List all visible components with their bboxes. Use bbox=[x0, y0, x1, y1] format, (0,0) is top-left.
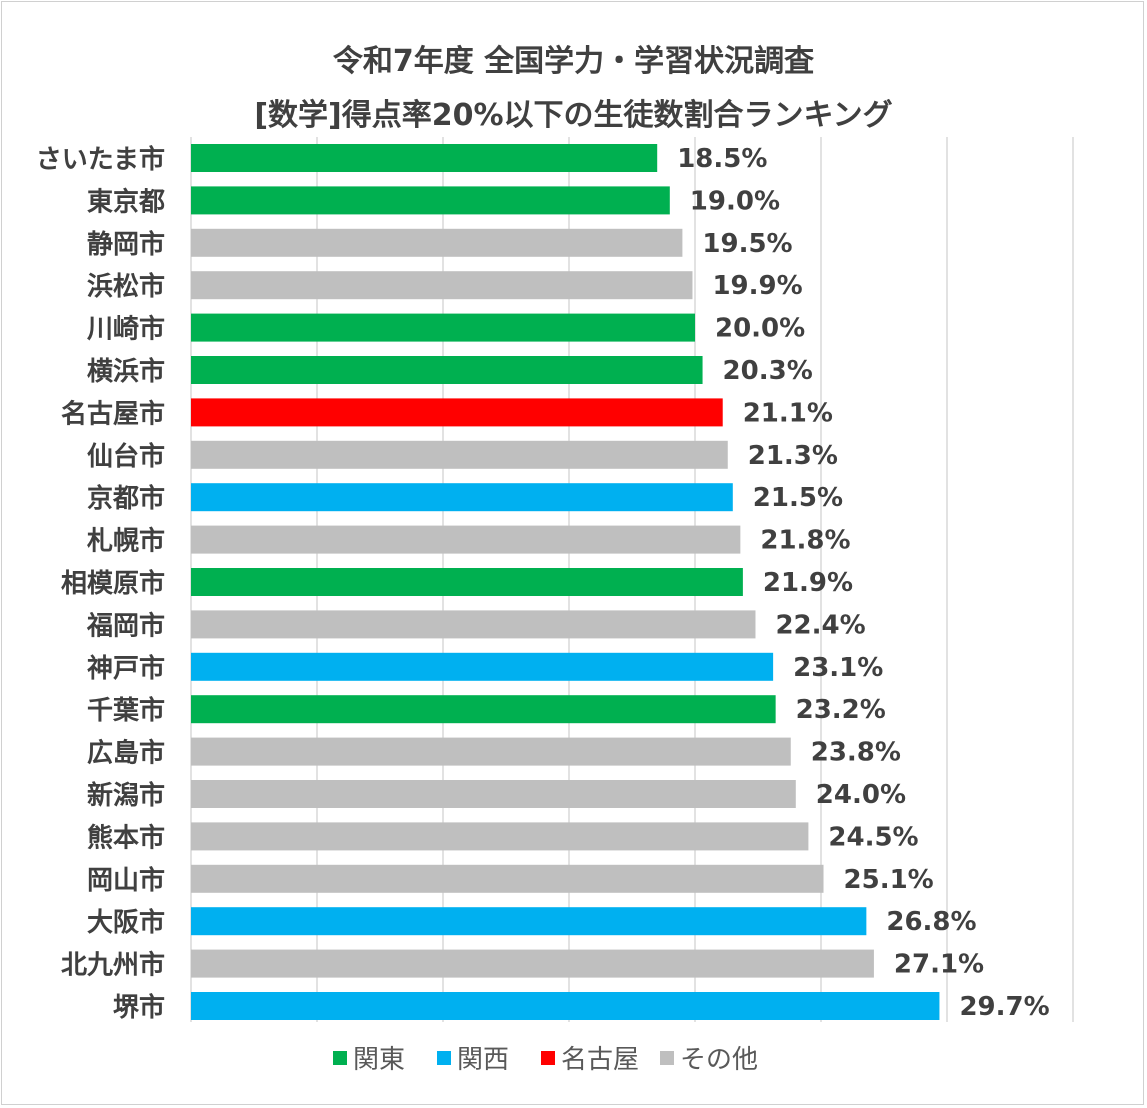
data-label: 26.8% bbox=[886, 907, 976, 937]
category-label: 川崎市 bbox=[87, 314, 165, 345]
category-label: 札幌市 bbox=[87, 526, 165, 557]
chart-title: 令和7年度 全国学力・学習状況調査 bbox=[332, 44, 815, 79]
data-label: 24.5% bbox=[828, 822, 918, 852]
bar bbox=[191, 695, 776, 724]
legend-label: 名古屋 bbox=[561, 1045, 639, 1075]
data-label: 23.8% bbox=[811, 738, 901, 768]
data-label: 22.4% bbox=[775, 610, 865, 640]
bar bbox=[191, 568, 743, 596]
bar bbox=[191, 780, 796, 808]
category-label: 京都市 bbox=[87, 483, 165, 514]
legend-swatch bbox=[437, 1051, 451, 1065]
category-label: 広島市 bbox=[87, 738, 165, 769]
category-label: 堺市 bbox=[113, 992, 165, 1023]
data-label: 24.0% bbox=[816, 780, 906, 810]
category-label: 東京都 bbox=[87, 186, 165, 217]
bar bbox=[191, 822, 809, 851]
category-label: 大阪市 bbox=[87, 907, 165, 938]
bar bbox=[191, 525, 741, 554]
category-label: さいたま市 bbox=[36, 144, 165, 175]
category-label: 仙台市 bbox=[87, 441, 165, 472]
bar bbox=[191, 186, 670, 215]
chart-subtitle: [数学]得点率20%以下の生徒数割合ランキング bbox=[254, 98, 893, 133]
legend-swatch bbox=[660, 1051, 674, 1065]
category-label: 浜松市 bbox=[87, 271, 165, 302]
data-label: 23.2% bbox=[796, 695, 886, 725]
data-label: 29.7% bbox=[959, 992, 1049, 1022]
bar bbox=[191, 271, 693, 300]
bar bbox=[191, 864, 824, 893]
data-label: 18.5% bbox=[677, 144, 767, 174]
data-label: 21.5% bbox=[753, 483, 843, 513]
bar bbox=[191, 737, 791, 766]
data-label: 19.5% bbox=[702, 229, 792, 259]
bar bbox=[191, 440, 728, 469]
data-label: 21.1% bbox=[743, 398, 833, 428]
category-label: 神戸市 bbox=[87, 653, 165, 684]
category-label: 相模原市 bbox=[61, 568, 165, 599]
bar bbox=[191, 949, 874, 978]
data-label: 21.8% bbox=[760, 526, 850, 556]
data-label: 20.3% bbox=[723, 356, 813, 386]
bar bbox=[191, 907, 867, 936]
legend-swatch bbox=[333, 1051, 347, 1065]
bar bbox=[191, 228, 683, 257]
category-label: 熊本市 bbox=[87, 822, 165, 853]
category-label: 福岡市 bbox=[86, 610, 165, 641]
data-label: 19.0% bbox=[690, 186, 780, 216]
legend-swatch bbox=[541, 1051, 555, 1065]
category-label: 横浜市 bbox=[87, 356, 165, 387]
data-label: 19.9% bbox=[712, 271, 802, 301]
bar bbox=[191, 483, 733, 512]
data-label: 23.1% bbox=[793, 653, 883, 683]
bar bbox=[191, 313, 695, 342]
category-label: 千葉市 bbox=[87, 695, 165, 726]
legend-label: 関西 bbox=[457, 1045, 509, 1075]
bar bbox=[191, 144, 658, 172]
bar bbox=[191, 356, 703, 384]
category-label: 静岡市 bbox=[87, 229, 165, 260]
legend-label: 関東 bbox=[353, 1045, 405, 1075]
data-label: 21.3% bbox=[748, 441, 838, 471]
bar bbox=[191, 398, 723, 427]
data-label: 20.0% bbox=[715, 314, 805, 344]
legend-label: その他 bbox=[680, 1045, 758, 1075]
bar bbox=[191, 652, 774, 681]
category-label: 岡山市 bbox=[87, 865, 165, 896]
category-label: 名古屋市 bbox=[61, 398, 165, 429]
data-label: 21.9% bbox=[763, 568, 853, 598]
category-label: 新潟市 bbox=[87, 780, 165, 811]
category-label: 北九州市 bbox=[61, 950, 165, 981]
bar bbox=[191, 610, 756, 639]
bar bbox=[191, 992, 940, 1020]
data-label: 25.1% bbox=[844, 865, 934, 895]
data-label: 27.1% bbox=[894, 950, 984, 980]
